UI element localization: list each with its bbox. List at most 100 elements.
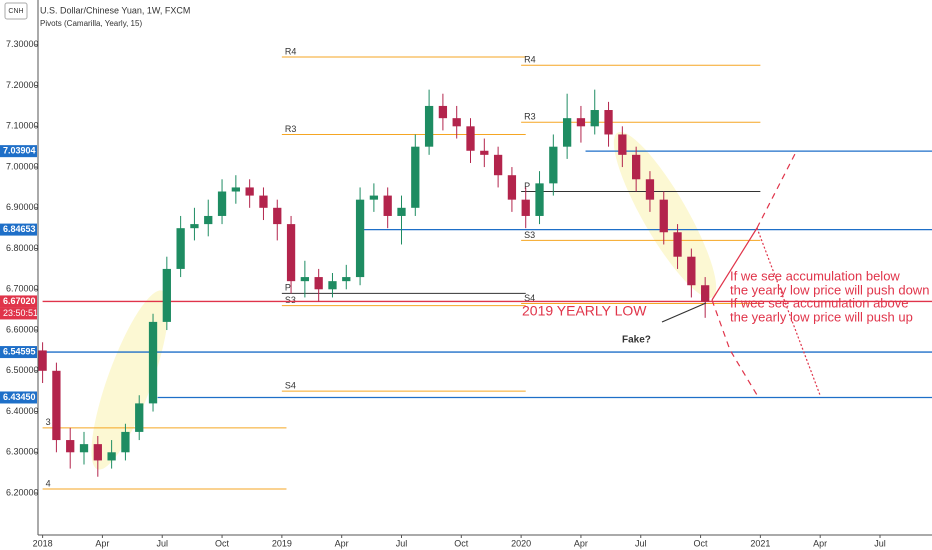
arrow bbox=[661, 302, 707, 323]
y-tick-label: 7.00000 bbox=[6, 161, 39, 171]
price-badge bbox=[0, 295, 37, 308]
candle-body bbox=[162, 268, 171, 322]
candle-body bbox=[590, 110, 599, 127]
symbol: CNH bbox=[8, 8, 23, 15]
candle-body bbox=[576, 118, 586, 127]
annotation: the yearly low price will push down bbox=[730, 282, 929, 297]
price-badge-label: 6.54595 bbox=[3, 346, 36, 356]
pivot-label: S4 bbox=[524, 293, 535, 303]
annotation: 2019 YEARLY LOW bbox=[522, 303, 647, 319]
candle-body bbox=[245, 187, 254, 196]
countdown: 23:50:51 bbox=[3, 308, 38, 318]
arrow bbox=[711, 299, 758, 396]
candle-body bbox=[535, 183, 544, 216]
candle-body bbox=[66, 440, 75, 453]
price-badge-label: 7.03904 bbox=[3, 146, 36, 156]
x-tick-label: Apr bbox=[574, 538, 588, 548]
candle-body bbox=[549, 146, 558, 184]
price-badge bbox=[0, 223, 37, 236]
arrow bbox=[711, 227, 758, 301]
y-tick-label: 7.30000 bbox=[6, 39, 39, 49]
y-tick-label: 6.60000 bbox=[6, 324, 39, 334]
arrow bbox=[756, 149, 798, 229]
price-badge bbox=[0, 346, 37, 359]
pivot-label: R3 bbox=[524, 112, 536, 122]
pivot-label: R3 bbox=[285, 124, 297, 134]
candle-body bbox=[342, 277, 351, 282]
candle-body bbox=[273, 207, 282, 225]
chart-title: U.S. Dollar/Chinese Yuan, 1W, FXCM bbox=[40, 5, 190, 15]
candle-body bbox=[521, 199, 530, 216]
candle-body bbox=[466, 126, 475, 151]
x-tick-label: Apr bbox=[813, 538, 827, 548]
candle-body bbox=[121, 431, 130, 453]
candle-body bbox=[79, 444, 89, 453]
candle-body bbox=[480, 150, 489, 155]
x-tick-label: Apr bbox=[95, 538, 109, 548]
candle-body bbox=[286, 224, 296, 282]
pivot-label: P bbox=[524, 181, 530, 191]
candle-body bbox=[93, 444, 102, 461]
x-tick-label: Jul bbox=[396, 538, 408, 548]
candle-body bbox=[107, 452, 116, 461]
y-tick-label: 6.90000 bbox=[6, 202, 39, 212]
pivot-label: S3 bbox=[524, 230, 535, 240]
candle-body bbox=[507, 175, 517, 200]
candle-body bbox=[190, 224, 199, 229]
candle-body bbox=[493, 154, 503, 176]
candle-body bbox=[438, 105, 448, 119]
pivot-label: R4 bbox=[524, 55, 536, 65]
chart-subtitle: Pivots (Camarilla, Yearly, 15) bbox=[40, 19, 142, 28]
x-tick-label: 2020 bbox=[511, 538, 531, 548]
candle-body bbox=[604, 110, 613, 135]
arrows bbox=[661, 149, 821, 396]
candle-body bbox=[562, 118, 572, 147]
candle-body bbox=[176, 228, 185, 269]
candle-body bbox=[701, 285, 710, 302]
annotation: Fake? bbox=[622, 335, 651, 346]
x-tick-label: Jul bbox=[635, 538, 647, 548]
pivot-label: P bbox=[285, 283, 291, 293]
x-tick-label: 2018 bbox=[33, 538, 53, 548]
candle-body bbox=[148, 321, 158, 404]
price-badge bbox=[0, 391, 37, 404]
x-tick-label: Jul bbox=[874, 538, 886, 548]
x-tick-label: Oct bbox=[454, 538, 469, 548]
y-tick-label: 6.50000 bbox=[6, 365, 39, 375]
price-badge-label: 6.84653 bbox=[3, 224, 36, 234]
pivot-label: 3 bbox=[46, 417, 51, 427]
candle-body bbox=[314, 277, 323, 290]
candle-body bbox=[452, 118, 461, 127]
y-tick-label: 6.40000 bbox=[6, 406, 39, 416]
x-tick-label: Apr bbox=[335, 538, 349, 548]
candle-body bbox=[328, 281, 337, 290]
x-tick-label: Jul bbox=[156, 538, 168, 548]
candle-body bbox=[411, 146, 420, 208]
candle-body bbox=[259, 195, 268, 208]
candle-body bbox=[659, 199, 668, 233]
candle-body bbox=[52, 370, 61, 441]
arrow bbox=[756, 227, 821, 396]
y-tick-label: 6.30000 bbox=[6, 447, 39, 457]
y-tick-label: 7.10000 bbox=[6, 121, 39, 131]
countdown-badge bbox=[0, 307, 37, 320]
candle-body bbox=[204, 215, 213, 225]
symbol-icon bbox=[4, 2, 28, 20]
price-badge-label: 6.67020 bbox=[3, 296, 36, 306]
annotation: the yearly low price will push up bbox=[730, 309, 913, 324]
candle-body bbox=[135, 403, 144, 432]
candle-body bbox=[645, 179, 655, 200]
annotation: If wee see accumulation above bbox=[730, 295, 909, 310]
candle-body bbox=[632, 154, 641, 180]
candle-body bbox=[383, 195, 392, 216]
x-tick-label: 2021 bbox=[750, 538, 770, 548]
x-tick-label: 2019 bbox=[272, 538, 292, 548]
x-tick-label: Oct bbox=[694, 538, 709, 548]
candle-body bbox=[397, 207, 406, 216]
y-tick-label: 7.20000 bbox=[6, 80, 39, 90]
y-tick-label: 6.80000 bbox=[6, 243, 39, 253]
candle-body bbox=[217, 191, 227, 216]
candle-body bbox=[673, 232, 682, 257]
